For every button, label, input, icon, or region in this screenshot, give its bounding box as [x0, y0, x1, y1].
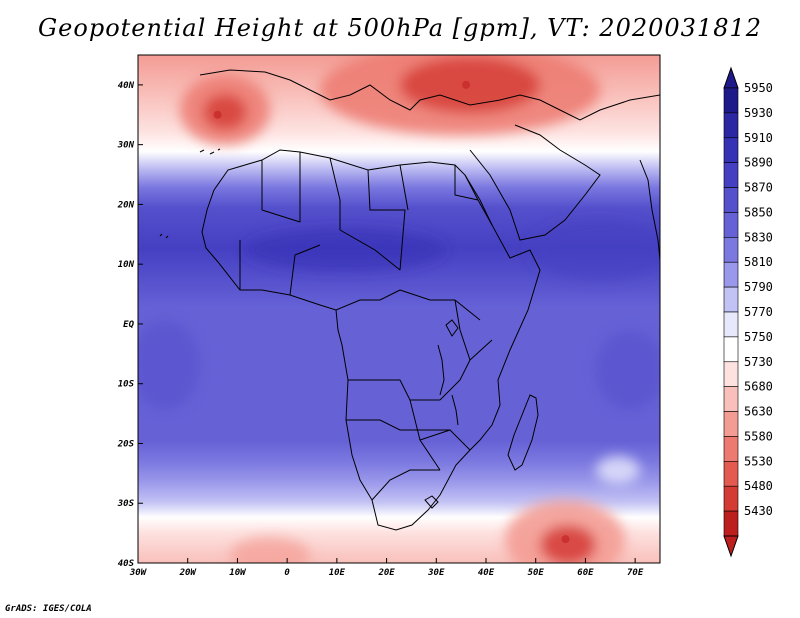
colorbar-swatch: [723, 411, 739, 437]
plot-frame: [137, 54, 661, 564]
lon-tick-label: 40E: [478, 568, 495, 578]
africa-coastline: [201, 149, 541, 531]
colorbar-swatch: [723, 485, 739, 512]
madagascar-coastline: [507, 394, 539, 471]
lon-tick-label: 70E: [627, 568, 644, 578]
colorbar-bottom-arrow: [723, 535, 739, 558]
colorbar-swatch: [723, 436, 739, 462]
red-sea: [464, 174, 493, 226]
colorbar-swatch: [723, 311, 739, 338]
colorbar-label: 5910: [744, 131, 773, 145]
latitude-axis: 40N 30N 20N 10N EQ 10S 20S 30S 40S: [117, 81, 143, 569]
arabia-coastline: [469, 124, 601, 241]
colorbar-label: 5750: [744, 330, 773, 344]
colorbar-swatch: [723, 361, 739, 387]
colorbar-label: 5870: [744, 181, 773, 195]
border-lines: [239, 152, 493, 501]
colorbar-label: 5630: [744, 405, 773, 419]
colorbar-label: 5580: [744, 429, 773, 443]
india-coastline: [639, 159, 660, 261]
low-center-markers: [213, 80, 570, 544]
lat-tick-label: 30N: [117, 141, 135, 151]
colorbar-label: 5850: [744, 205, 773, 219]
colorbar-label: 5730: [744, 355, 773, 369]
colorbar-swatch: [723, 162, 739, 188]
colorbar-label: 5430: [744, 504, 773, 518]
colorbar-label: 5680: [744, 380, 773, 394]
colorbar-label: 5830: [744, 230, 773, 244]
canary-islands: [199, 148, 221, 155]
colorbar-swatch: [723, 237, 739, 263]
colorbar-swatch: [723, 112, 739, 139]
colorbar-swatch: [723, 336, 739, 363]
lat-tick-label: 10S: [118, 380, 135, 390]
colorbar-swatch: [723, 261, 739, 288]
colorbar-swatch: [723, 137, 739, 163]
colorbar-label: 5530: [744, 454, 773, 468]
lake-malawi: [451, 394, 459, 426]
colorbar-swatch: [723, 461, 739, 487]
colorbar-label: 5930: [744, 106, 773, 120]
colorbar-swatch: [723, 386, 739, 412]
colorbar-swatch: [723, 510, 739, 537]
lat-tick-label: 40S: [118, 559, 135, 569]
grads-credit: GrADS: IGES/COLA: [5, 604, 92, 614]
lon-tick-label: 60E: [577, 568, 594, 578]
lon-tick-label: 30E: [427, 568, 445, 578]
lon-tick-label: 10E: [329, 568, 346, 578]
colorbar-label: 5950: [744, 81, 773, 95]
lat-tick-label: 20N: [117, 200, 135, 210]
lat-tick-label: 20S: [117, 439, 135, 449]
lat-tick-label: 30S: [117, 499, 135, 509]
lake-victoria: [445, 319, 459, 337]
colorbar-swatch: [723, 286, 739, 313]
colorbar-label: 5770: [744, 305, 773, 319]
height-field: [138, 55, 660, 563]
colorbar-label: 5480: [744, 479, 773, 493]
colorbar-swatch: [723, 212, 739, 238]
colorbar: 5950 5930 5910 5890 5870 5850 5830 5810 5790 5770…: [723, 66, 773, 558]
colorbar-swatch: [723, 87, 739, 114]
lat-tick-label: 10N: [118, 260, 135, 270]
lon-tick-label: 0: [284, 568, 290, 578]
low-iberia-atlantic: [213, 110, 222, 119]
colorbar-label: 5890: [744, 156, 773, 170]
lon-tick-label: 20E: [377, 568, 395, 578]
colorbar-swatch: [723, 187, 739, 213]
low-turkey-caspian: [462, 80, 471, 89]
map-title: Geopotential Height at 500hPa [gpm], VT:…: [38, 14, 762, 42]
europe-coastline: [199, 69, 660, 121]
lake-tanganyika: [437, 344, 445, 396]
lon-tick-label: 10W: [229, 568, 247, 578]
cape-verde: [159, 233, 169, 239]
coastlines: [159, 69, 660, 531]
colorbar-top-arrow: [723, 66, 739, 89]
colorbar-label: 5810: [744, 255, 773, 269]
longitude-axis: 30W 20W 10W 0 10E 20E 30E 40E 50E 60E 70E: [129, 558, 644, 578]
colorbar-label: 5790: [744, 280, 773, 294]
lat-tick-label: 40N: [118, 81, 135, 91]
lat-tick-label: EQ: [123, 320, 134, 330]
low-south-indian-ocean: [561, 535, 570, 544]
lon-tick-label: 50E: [528, 568, 545, 578]
lesotho: [424, 495, 439, 509]
lon-tick-label: 30W: [129, 568, 148, 578]
lon-tick-label: 20W: [179, 568, 198, 578]
